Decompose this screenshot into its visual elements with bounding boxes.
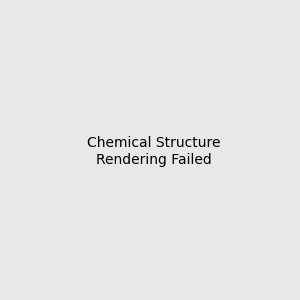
Text: Chemical Structure
Rendering Failed: Chemical Structure Rendering Failed: [87, 136, 220, 166]
